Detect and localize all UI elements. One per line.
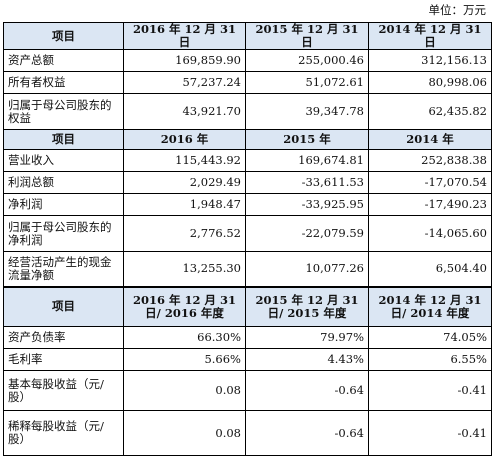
section2-header-row: 项目 2016 年 2015 年 2014 年 [3,129,492,150]
section2-header-item: 项目 [3,129,124,150]
row-label: 基本每股收益（元/股） [3,370,124,411]
cell-value: -22,079.59 [245,215,369,252]
row-label: 毛利率 [3,348,124,371]
cell-value: 2,776.52 [123,215,246,252]
section2-header-2014: 2014 年 [368,129,492,150]
cell-value: 169,859.90 [123,49,246,72]
cell-value: 0.08 [123,370,246,411]
table-row: 毛利率 5.66% 4.43% 6.55% [3,348,492,371]
cell-value: 252,838.38 [368,149,492,172]
cell-value: 39,347.78 [245,93,369,130]
row-label: 利润总额 [3,171,124,194]
cell-value: -17,490.23 [368,193,492,216]
cell-value: 62,435.82 [368,93,492,130]
cell-value: 312,156.13 [368,49,492,72]
cell-value: 66.30% [123,326,246,349]
table-row: 资产总额 169,859.90 255,000.46 312,156.13 [3,49,492,72]
cell-value: -0.41 [368,410,492,456]
cell-value: 2,029.49 [123,171,246,194]
section1-header-2014: 2014 年 12 月 31 日 [368,22,492,50]
section3-header-2014: 2014 年 12 月 31 日/ 2014 年度 [368,285,492,327]
table-row: 基本每股收益（元/股） 0.08 -0.64 -0.41 [3,370,492,411]
cell-value: -0.41 [368,370,492,411]
row-label: 资产总额 [3,49,124,72]
table-row: 资产负债率 66.30% 79.97% 74.05% [3,326,492,349]
section2-header-2015: 2015 年 [245,129,369,150]
table-row: 归属于母公司股东的权益 43,921.70 39,347.78 62,435.8… [3,93,492,130]
row-label: 稀释每股收益（元/股） [3,410,124,456]
cell-value: 43,921.70 [123,93,246,130]
cell-value: 4.43% [245,348,369,371]
row-label: 资产负债率 [3,326,124,349]
cell-value: 57,237.24 [123,71,246,94]
cell-value: -33,611.53 [245,171,369,194]
section2-header-2016: 2016 年 [123,129,246,150]
row-label: 净利润 [3,193,124,216]
section3-header-row: 项目 2016 年 12 月 31 日/ 2016 年度 2015 年 12 月… [3,285,492,327]
cell-value: 0.08 [123,410,246,456]
cell-value: 10,077.26 [245,251,369,287]
cell-value: 74.05% [368,326,492,349]
cell-value: 6,504.40 [368,251,492,287]
cell-value: 13,255.30 [123,251,246,287]
cell-value: 51,072.61 [245,71,369,94]
table-row: 净利润 1,948.47 -33,925.95 -17,490.23 [3,193,492,216]
cell-value: -0.64 [245,370,369,411]
section3-header-2015: 2015 年 12 月 31 日/ 2015 年度 [245,285,369,327]
cell-value: -17,070.54 [368,171,492,194]
cell-value: 5.66% [123,348,246,371]
cell-value: 1,948.47 [123,193,246,216]
financial-summary-table: 项目 2016 年 12 月 31 日 2015 年 12 月 31 日 201… [3,22,492,456]
cell-value: -33,925.95 [245,193,369,216]
cell-value: 6.55% [368,348,492,371]
table-row: 稀释每股收益（元/股） 0.08 -0.64 -0.41 [3,410,492,456]
cell-value: 79.97% [245,326,369,349]
cell-value: 115,443.92 [123,149,246,172]
cell-value: -0.64 [245,410,369,456]
row-label: 营业收入 [3,149,124,172]
table-row: 营业收入 115,443.92 169,674.81 252,838.38 [3,149,492,172]
row-label: 所有者权益 [3,71,124,94]
table-row: 经营活动产生的现金流量净额 13,255.30 10,077.26 6,504.… [3,251,492,287]
cell-value: 255,000.46 [245,49,369,72]
section3-header-2016: 2016 年 12 月 31 日/ 2016 年度 [123,285,246,327]
row-label: 归属于母公司股东的权益 [3,93,124,130]
table-row: 归属于母公司股东的净利润 2,776.52 -22,079.59 -14,065… [3,215,492,252]
cell-value: -14,065.60 [368,215,492,252]
section1-header-row: 项目 2016 年 12 月 31 日 2015 年 12 月 31 日 201… [3,22,492,50]
row-label: 归属于母公司股东的净利润 [3,215,124,252]
row-label: 经营活动产生的现金流量净额 [3,251,124,287]
table-row: 利润总额 2,029.49 -33,611.53 -17,070.54 [3,171,492,194]
cell-value: 169,674.81 [245,149,369,172]
unit-label: 单位：万元 [428,3,487,17]
table-row: 所有者权益 57,237.24 51,072.61 80,998.06 [3,71,492,94]
section1-header-2015: 2015 年 12 月 31 日 [245,22,369,50]
cell-value: 80,998.06 [368,71,492,94]
section1-header-item: 项目 [3,22,124,50]
section3-header-item: 项目 [3,285,124,327]
section1-header-2016: 2016 年 12 月 31 日 [123,22,246,50]
